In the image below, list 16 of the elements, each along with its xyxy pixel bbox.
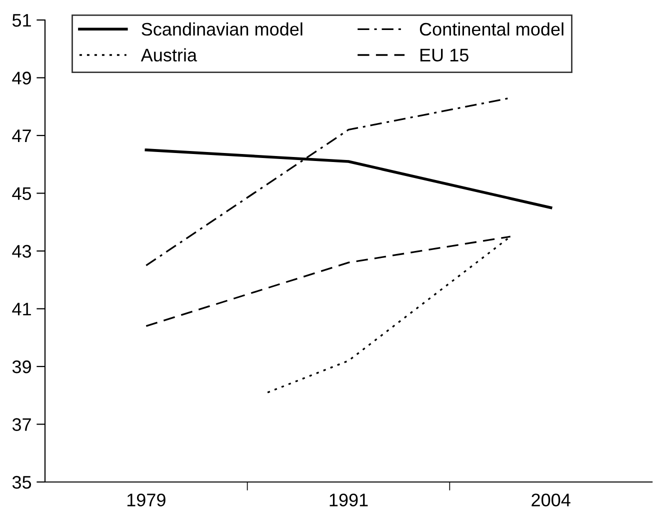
- x-tick-label: 2004: [532, 494, 570, 506]
- legend-label: Scandinavian model: [142, 22, 302, 36]
- x-tick-label: 1979: [127, 494, 166, 506]
- y-tick-label: 41: [12, 302, 31, 316]
- y-tick-label: 43: [12, 244, 32, 258]
- y-tick-label: 49: [12, 72, 31, 84]
- legend-label: Continental model: [420, 22, 564, 36]
- y-tick-label: 47: [12, 130, 31, 142]
- legend-label: Austria: [140, 48, 198, 62]
- y-tick-label: 35: [12, 476, 32, 489]
- y-tick-label: 51: [12, 14, 31, 27]
- x-tick-label: 1991: [330, 494, 368, 506]
- y-tick-label: 39: [12, 360, 31, 374]
- legend-label: EU 15: [420, 48, 468, 62]
- y-tick-label: 45: [12, 187, 32, 200]
- y-tick-label: 37: [12, 418, 31, 431]
